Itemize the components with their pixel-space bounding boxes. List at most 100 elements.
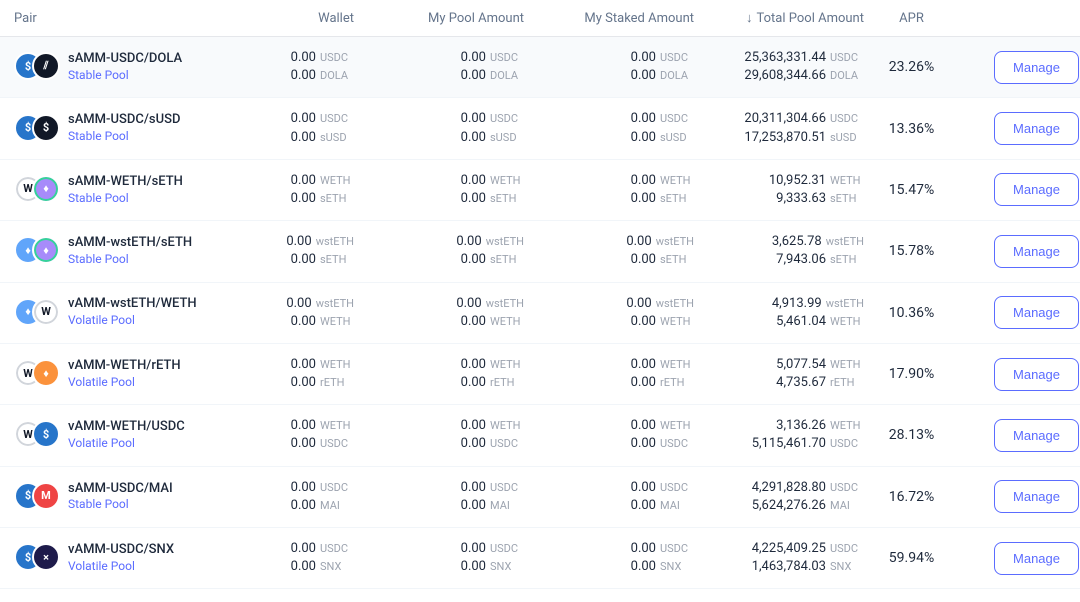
pool-type[interactable]: Volatile Pool [68, 559, 174, 575]
staked-symbol-2: sUSD [660, 130, 694, 145]
apr-cell: 15.78% [864, 243, 959, 259]
staked-amount-2: 0.00 [631, 313, 656, 331]
pool-symbol-2: SNX [490, 559, 524, 574]
pair-text: vAMM-wstETH/WETH Volatile Pool [68, 296, 197, 328]
wallet-cell: 0.00wstETH 0.00WETH [224, 295, 354, 331]
total-pool-cell: 10,952.31WETH 9,333.63sETH [694, 172, 864, 208]
token-icon-pair: $ $ [14, 114, 58, 144]
header-wallet[interactable]: Wallet [224, 11, 354, 26]
pool-type[interactable]: Stable Pool [68, 191, 183, 207]
total-pool-cell: 3,625.78wstETH 7,943.06sETH [694, 233, 864, 269]
token-icon-pair: W $ [14, 420, 58, 450]
table-header: Pair Wallet My Pool Amount My Staked Amo… [0, 0, 1080, 37]
wallet-amount-2: 0.00 [291, 313, 316, 331]
manage-button[interactable]: Manage [994, 419, 1079, 452]
my-pool-cell: 0.00WETH 0.00USDC [354, 417, 524, 453]
wallet-amount-1: 0.00 [291, 540, 316, 558]
pool-symbol-2: sUSD [490, 130, 524, 145]
pool-amount-1: 0.00 [461, 479, 486, 497]
staked-symbol-2: sETH [660, 252, 694, 267]
total-amount-1: 10,952.31 [769, 172, 826, 190]
table-row: $ ⫽ sAMM-USDC/DOLA Stable Pool 0.00USDC … [0, 37, 1080, 98]
total-symbol-1: wstETH [826, 234, 864, 249]
manage-button[interactable]: Manage [994, 296, 1079, 329]
pool-type[interactable]: Volatile Pool [68, 436, 185, 452]
table-row: W ♦ vAMM-WETH/rETH Volatile Pool 0.00WET… [0, 344, 1080, 405]
action-cell: Manage [959, 51, 1079, 84]
pool-type[interactable]: Stable Pool [68, 252, 192, 268]
manage-button[interactable]: Manage [994, 542, 1079, 575]
pool-amount-2: 0.00 [461, 129, 486, 147]
pair-cell: W $ vAMM-WETH/USDC Volatile Pool [14, 419, 224, 451]
my-pool-cell: 0.00WETH 0.00rETH [354, 356, 524, 392]
total-symbol-1: USDC [830, 50, 864, 65]
wallet-cell: 0.00WETH 0.00sETH [224, 172, 354, 208]
header-total-pool-label: Total Pool Amount [757, 11, 864, 26]
manage-button[interactable]: Manage [994, 112, 1079, 145]
pool-amount-1: 0.00 [461, 110, 486, 128]
pool-type[interactable]: Volatile Pool [68, 313, 197, 329]
my-staked-cell: 0.00USDC 0.00DOLA [524, 49, 694, 85]
wallet-cell: 0.00WETH 0.00rETH [224, 356, 354, 392]
total-pool-cell: 25,363,331.44USDC 29,608,344.66DOLA [694, 49, 864, 85]
pool-type[interactable]: Stable Pool [68, 129, 180, 145]
total-symbol-2: rETH [830, 375, 864, 390]
total-pool-cell: 3,136.26WETH 5,115,461.70USDC [694, 417, 864, 453]
pool-symbol-1: WETH [490, 418, 524, 433]
apr-cell: 10.36% [864, 305, 959, 321]
staked-symbol-2: sETH [660, 191, 694, 206]
token-b-icon: ♦ [32, 175, 60, 203]
total-pool-cell: 5,077.54WETH 4,735.67rETH [694, 356, 864, 392]
total-amount-1: 5,077.54 [776, 356, 826, 374]
header-pair[interactable]: Pair [14, 11, 224, 26]
pair-text: sAMM-USDC/DOLA Stable Pool [68, 51, 182, 83]
pool-type[interactable]: Stable Pool [68, 497, 173, 513]
wallet-amount-2: 0.00 [291, 190, 316, 208]
total-pool-cell: 4,913.99wstETH 5,461.04WETH [694, 295, 864, 331]
staked-symbol-2: SNX [660, 559, 694, 574]
total-pool-cell: 4,291,828.80USDC 5,624,276.26MAI [694, 479, 864, 515]
staked-amount-1: 0.00 [626, 295, 651, 313]
header-apr[interactable]: APR [864, 11, 959, 26]
wallet-symbol-1: wstETH [316, 296, 354, 311]
staked-amount-2: 0.00 [631, 558, 656, 576]
wallet-amount-2: 0.00 [291, 67, 316, 85]
header-my-pool[interactable]: My Pool Amount [354, 11, 524, 26]
staked-amount-1: 0.00 [631, 479, 656, 497]
pair-cell: ♦ ♦ sAMM-wstETH/sETH Stable Pool [14, 235, 224, 267]
manage-button[interactable]: Manage [994, 173, 1079, 206]
header-total-pool[interactable]: ↓Total Pool Amount [694, 10, 864, 26]
token-icon-pair: ♦ ♦ [14, 236, 58, 266]
pair-text: sAMM-USDC/sUSD Stable Pool [68, 112, 180, 144]
total-symbol-1: wstETH [826, 296, 864, 311]
wallet-symbol-2: WETH [320, 314, 354, 329]
wallet-symbol-1: WETH [320, 357, 354, 372]
total-symbol-2: sETH [830, 252, 864, 267]
apr-cell: 17.90% [864, 366, 959, 382]
pair-cell: $ $ sAMM-USDC/sUSD Stable Pool [14, 112, 224, 144]
manage-button[interactable]: Manage [994, 358, 1079, 391]
pair-name: vAMM-wstETH/WETH [68, 296, 197, 313]
pool-type[interactable]: Stable Pool [68, 68, 182, 84]
pair-text: vAMM-WETH/rETH Volatile Pool [68, 358, 181, 390]
my-pool-cell: 0.00USDC 0.00SNX [354, 540, 524, 576]
pair-name: sAMM-wstETH/sETH [68, 235, 192, 252]
wallet-cell: 0.00USDC 0.00MAI [224, 479, 354, 515]
action-cell: Manage [959, 235, 1079, 268]
manage-button[interactable]: Manage [994, 51, 1079, 84]
staked-symbol-1: USDC [660, 541, 694, 556]
manage-button[interactable]: Manage [994, 235, 1079, 268]
staked-symbol-1: WETH [660, 357, 694, 372]
pool-type[interactable]: Volatile Pool [68, 375, 181, 391]
total-amount-2: 4,735.67 [776, 374, 826, 392]
header-my-staked[interactable]: My Staked Amount [524, 11, 694, 26]
total-amount-1: 3,136.26 [776, 417, 826, 435]
wallet-amount-2: 0.00 [291, 251, 316, 269]
my-staked-cell: 0.00WETH 0.00rETH [524, 356, 694, 392]
total-symbol-1: WETH [830, 418, 864, 433]
pool-amount-1: 0.00 [456, 295, 481, 313]
staked-symbol-2: USDC [660, 436, 694, 451]
pair-text: vAMM-WETH/USDC Volatile Pool [68, 419, 185, 451]
manage-button[interactable]: Manage [994, 480, 1079, 513]
total-amount-1: 4,225,409.25 [752, 540, 826, 558]
